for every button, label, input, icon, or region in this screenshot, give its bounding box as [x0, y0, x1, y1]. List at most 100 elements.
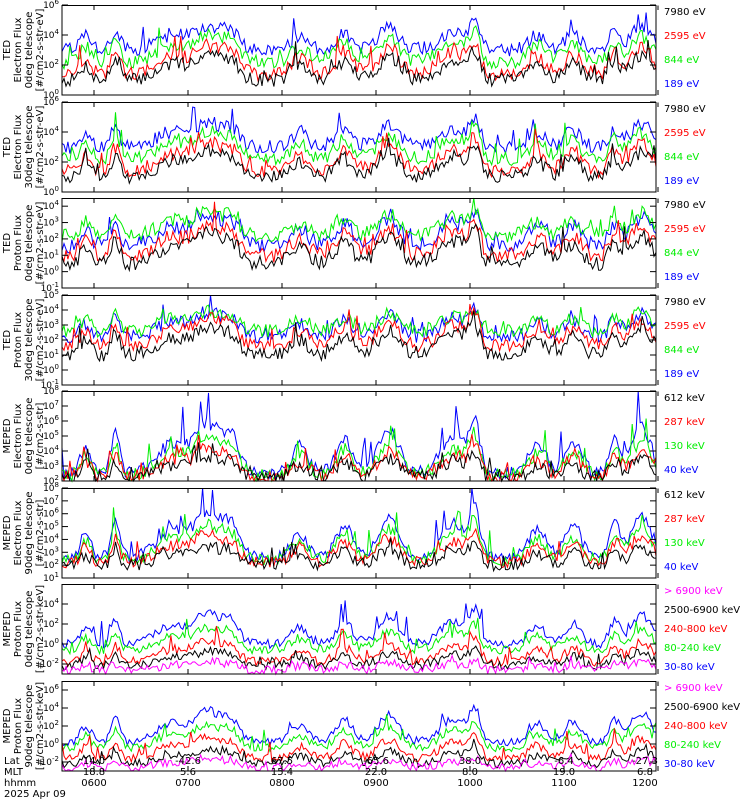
- y-tick-label: 105: [43, 519, 59, 532]
- flux-panel: 10-1 100 101 102 103 104 TED Proton Flux 0deg te…: [0, 197, 750, 294]
- y-tick-label: 103: [43, 459, 59, 472]
- y-tick-base: 10: [43, 640, 55, 650]
- series-line: [61, 223, 657, 273]
- series-line: [61, 527, 657, 569]
- legend-entry: 844 eV: [664, 344, 700, 356]
- y-tick-label: 100: [43, 185, 59, 198]
- y-tick-label: 104: [43, 701, 59, 714]
- series-line: [61, 738, 657, 769]
- y-tick-base: 10: [43, 268, 55, 278]
- y-tick-base: 10: [43, 686, 55, 696]
- y-tick-label: 104: [43, 303, 59, 316]
- legend-entry: 612 keV: [664, 489, 705, 501]
- plot-frame: [61, 5, 657, 96]
- legend-entry: 80-240 keV: [664, 643, 722, 654]
- mlt-value: 15.4: [270, 767, 294, 778]
- series-line: [61, 703, 657, 747]
- series-line: [61, 645, 657, 671]
- y-tick-exponent: 0: [55, 185, 59, 193]
- y-tick-exponent: 5: [55, 429, 59, 437]
- legend-entry: 844 eV: [664, 55, 700, 66]
- y-tick-base: 10: [43, 484, 55, 494]
- y-axis-label-line: TED: [2, 329, 13, 350]
- y-axis-label-line: Electron Flux: [13, 500, 24, 565]
- y-tick-base: 10: [43, 98, 55, 108]
- y-tick-base: 10: [43, 704, 55, 714]
- legend-entry: 189 eV: [664, 368, 700, 380]
- legend-entry: > 6900 keV: [664, 682, 723, 694]
- flux-panel: 100 102 104 106 TED Electron Flux 30deg telesc…: [0, 95, 750, 198]
- y-tick-label: 10-2: [41, 657, 59, 670]
- y-tick-label: 10-2: [41, 755, 59, 768]
- y-tick-base: 10: [43, 188, 55, 198]
- y-axis-label: MEPED Electron Flux 0deg telescope [#/cm2-s…: [2, 388, 46, 484]
- y-tick-label: 102: [43, 232, 59, 245]
- y-tick-label: 108: [43, 481, 59, 494]
- y-tick-exponent: 6: [55, 506, 60, 514]
- y-tick-exponent: 1: [55, 348, 59, 356]
- y-tick-exponent: 0: [55, 363, 59, 371]
- y-tick-label: 107: [43, 399, 59, 412]
- series-line: [61, 303, 657, 339]
- y-tick-base: 10: [43, 600, 55, 610]
- y-axis-label-line: [#/cm2-s-str-keV]: [35, 584, 46, 674]
- flux-panel: 101 102 103 104 105 106 107 108 MEPED Electron Fl…: [0, 481, 750, 584]
- y-axis-label-line: MEPED: [2, 418, 13, 454]
- mlt-value: 5.6: [180, 767, 196, 778]
- legend-entry: 287 keV: [664, 417, 705, 428]
- y-tick-exponent: -1: [52, 378, 59, 386]
- plot-frame: [61, 101, 657, 192]
- y-tick-base: 10: [43, 235, 55, 245]
- y-tick-label: 102: [43, 719, 59, 732]
- y-tick-exponent: 6: [55, 95, 60, 103]
- y-tick-base: 10: [41, 758, 53, 768]
- series-line: [61, 12, 657, 57]
- series-line: [61, 201, 657, 264]
- y-axis-label-line: 0deg telescope: [24, 204, 35, 282]
- y-tick-base: 10: [41, 381, 53, 391]
- y-tick-base: 10: [43, 61, 55, 71]
- y-tick-exponent: 5: [55, 519, 59, 527]
- y-tick-exponent: -2: [52, 657, 59, 665]
- legend-entry: 2595 eV: [664, 127, 706, 139]
- y-tick-label: 102: [43, 155, 59, 168]
- y-tick-label: 106: [43, 0, 59, 11]
- mlt-value: 18.8: [82, 767, 106, 778]
- y-axis-label-line: [#/cm2-s-str-eV]: [35, 298, 46, 381]
- y-tick-base: 10: [43, 535, 55, 545]
- hhmm-label: hhmm: [4, 778, 37, 789]
- y-tick-base: 10: [43, 462, 55, 472]
- legend-entry: 40 keV: [664, 561, 699, 573]
- y-tick-exponent: 3: [55, 216, 59, 224]
- y-axis-label-line: [#/cm2-s-str]: [35, 499, 46, 566]
- y-tick-label: 101: [43, 571, 59, 584]
- y-axis-label: MEPED Proton Flux 0deg telescope [#/cm2-s-s…: [2, 581, 46, 677]
- y-tick-label: 100: [43, 88, 59, 101]
- y-axis-label-line: [#/cm2-s-str-eV]: [35, 8, 46, 92]
- y-tick-exponent: 6: [55, 0, 60, 6]
- y-tick-label: 101: [43, 348, 59, 361]
- y-axis-label-line: TED: [2, 39, 13, 61]
- lat-label: Lat: [4, 756, 20, 767]
- hhmm-value: 0900: [363, 778, 389, 789]
- legend-entry: 130 keV: [664, 537, 705, 549]
- hhmm-value: 1200: [632, 778, 658, 789]
- y-axis-label-line: Electron Flux: [13, 114, 24, 179]
- mlt-label: MLT: [4, 767, 23, 778]
- series-line: [61, 418, 657, 483]
- y-tick-exponent: 8: [55, 481, 59, 489]
- y-tick-label: 103: [43, 216, 59, 229]
- y-tick-base: 10: [43, 366, 55, 376]
- series-line: [61, 653, 657, 676]
- y-tick-label: 102: [43, 617, 59, 630]
- y-tick-label: 10-1: [41, 281, 59, 294]
- y-tick-exponent: 4: [55, 701, 60, 709]
- y-tick-exponent: 5: [55, 288, 59, 296]
- y-tick-exponent: 2: [55, 232, 59, 240]
- y-tick-exponent: 2: [55, 719, 59, 727]
- hhmm-value: 0700: [175, 778, 201, 789]
- y-axis-label: MEPED Electron Flux 90deg telescope [#/cm2-…: [2, 485, 46, 581]
- series-line: [61, 625, 657, 668]
